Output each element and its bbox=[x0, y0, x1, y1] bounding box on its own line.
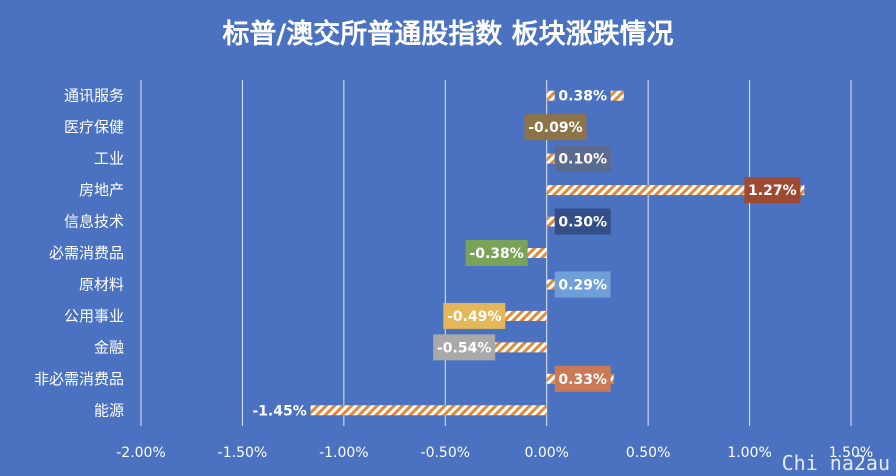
data-label-box bbox=[554, 365, 611, 392]
category-label: 通讯服务 bbox=[64, 87, 124, 105]
data-label: 0.30% bbox=[558, 215, 607, 231]
data-label: 0.10% bbox=[558, 152, 607, 168]
data-label-box bbox=[433, 334, 496, 361]
data-label-box bbox=[248, 397, 311, 424]
x-tick-label: -1.50% bbox=[218, 445, 268, 461]
data-label: 0.29% bbox=[558, 277, 607, 293]
category-label: 能源 bbox=[94, 401, 124, 419]
data-label: -1.45% bbox=[252, 403, 306, 419]
category-label: 房地产 bbox=[79, 181, 124, 199]
data-label-box bbox=[554, 145, 611, 172]
data-label: -0.38% bbox=[469, 246, 523, 262]
x-tick-label: -1.00% bbox=[319, 445, 369, 461]
chart-title: 标普/澳交所普通股指数 板块涨跌情况 bbox=[222, 18, 673, 50]
data-label-box bbox=[744, 177, 801, 204]
bar bbox=[252, 405, 547, 416]
bar bbox=[546, 185, 805, 196]
data-labels: 0.38% -0.09% 0.10% 1.27% 0.30% -0.38% 0.29% -0.… bbox=[248, 82, 801, 424]
x-tick-label: -2.00% bbox=[116, 445, 166, 461]
category-label: 工业 bbox=[94, 150, 124, 168]
data-label-box bbox=[554, 208, 611, 235]
x-tick-label: 0.50% bbox=[626, 445, 670, 461]
data-label-box bbox=[554, 271, 611, 298]
category-label: 必需消费品 bbox=[49, 244, 124, 262]
data-label-box bbox=[554, 82, 611, 109]
x-tick-labels: -2.00% -1.50% -1.00% -0.50% 0.00% 0.50% 1.00% 1… bbox=[116, 445, 873, 461]
data-label: -0.09% bbox=[528, 120, 582, 136]
data-label: 0.38% bbox=[558, 89, 607, 105]
data-label-box bbox=[524, 114, 587, 141]
category-label: 信息技术 bbox=[64, 213, 124, 231]
category-label: 非必需消费品 bbox=[34, 370, 124, 388]
category-label: 公用事业 bbox=[64, 307, 124, 325]
data-label: -0.49% bbox=[447, 309, 501, 325]
category-label: 金融 bbox=[94, 338, 124, 356]
data-label-box bbox=[465, 240, 528, 266]
x-tick-label: 1.00% bbox=[727, 445, 771, 461]
category-label: 医疗保健 bbox=[64, 118, 124, 136]
watermark: Chi na2au bbox=[782, 451, 890, 475]
data-label: 0.33% bbox=[558, 372, 607, 388]
category-label: 原材料 bbox=[79, 275, 124, 293]
x-tick-label: 1.50% bbox=[829, 445, 873, 461]
data-label: 1.27% bbox=[748, 183, 797, 199]
x-tick-label: -0.50% bbox=[421, 445, 471, 461]
data-label: -0.54% bbox=[437, 340, 491, 356]
data-label-box bbox=[443, 302, 506, 329]
x-tick-label: 0.00% bbox=[524, 445, 568, 461]
